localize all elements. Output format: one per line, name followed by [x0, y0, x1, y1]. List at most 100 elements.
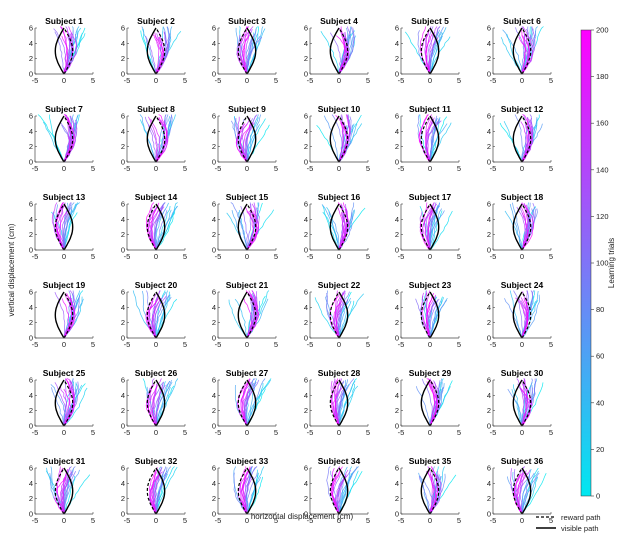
- x-tick-label: 0: [62, 76, 66, 85]
- x-tick-label: 5: [457, 76, 461, 85]
- x-tick-label: 0: [337, 340, 341, 349]
- y-tick-label: 4: [29, 39, 33, 48]
- y-tick-label: 2: [212, 318, 216, 327]
- trajectory-line: [520, 28, 526, 75]
- trajectory-line: [419, 205, 431, 251]
- trajectory-line: [246, 114, 259, 162]
- y-tick-label: 6: [212, 200, 216, 209]
- trajectory-line: [421, 206, 436, 251]
- x-tick-label: -5: [124, 340, 131, 349]
- visible-path: [155, 291, 166, 339]
- panel-title: Subject 2: [137, 16, 175, 26]
- y-tick-label: 0: [304, 158, 308, 167]
- y-tick-label: 6: [212, 376, 216, 385]
- reward-path: [237, 115, 248, 163]
- y-tick-label: 4: [304, 303, 308, 312]
- trajectory-line: [62, 468, 69, 515]
- visible-path: [512, 379, 523, 427]
- trajectory-line: [338, 466, 358, 515]
- x-tick-label: -5: [215, 428, 222, 437]
- trajectory-line: [245, 379, 260, 427]
- y-tick-label: 6: [304, 464, 308, 473]
- trajectory-line: [154, 294, 170, 339]
- y-tick-label: 4: [29, 215, 33, 224]
- x-tick-label: 0: [428, 516, 432, 525]
- trajectory-line: [338, 35, 347, 75]
- y-tick-label: 2: [304, 230, 308, 239]
- x-tick-label: 5: [183, 76, 187, 85]
- trajectory-line: [335, 473, 347, 515]
- y-tick-label: 0: [212, 158, 216, 167]
- y-tick-label: 2: [121, 142, 125, 151]
- trajectory-line: [334, 378, 340, 427]
- x-tick-label: 0: [337, 516, 341, 525]
- y-tick-label: 6: [212, 464, 216, 473]
- legend-visible-path-label: visible path: [561, 524, 599, 533]
- x-tick-label: 5: [91, 340, 95, 349]
- trajectory-line: [338, 121, 344, 163]
- y-tick-label: 0: [212, 334, 216, 343]
- x-tick-label: -5: [124, 76, 131, 85]
- y-tick-label: 2: [304, 318, 308, 327]
- trajectory-line: [241, 466, 251, 515]
- y-tick-label: 4: [487, 479, 491, 488]
- trajectory-line: [338, 27, 355, 75]
- visible-path: [237, 203, 248, 251]
- trajectory-line: [235, 123, 247, 163]
- y-tick-label: 4: [121, 215, 125, 224]
- trajectory-line: [230, 202, 248, 250]
- y-tick-label: 2: [121, 230, 125, 239]
- x-tick-label: 0: [245, 76, 249, 85]
- reward-path: [420, 27, 431, 75]
- visible-path: [512, 115, 523, 163]
- trajectory-line: [326, 466, 340, 515]
- reward-path: [237, 467, 248, 515]
- legend-reward-path-label: reward path: [561, 513, 601, 522]
- x-tick-label: -5: [307, 516, 314, 525]
- reward-path: [155, 115, 166, 163]
- trajectory-line: [151, 469, 162, 515]
- x-tick-label: -5: [215, 340, 222, 349]
- y-tick-label: 4: [487, 39, 491, 48]
- trajectory-line: [51, 202, 65, 251]
- trajectory-line: [511, 389, 523, 427]
- reward-path: [63, 115, 74, 163]
- trajectory-line: [155, 384, 163, 427]
- colorbar-tick-label: 0: [596, 492, 600, 501]
- trajectory-line: [418, 114, 430, 163]
- reward-path: [420, 291, 431, 339]
- trajectory-line: [155, 298, 178, 339]
- x-tick-label: 5: [549, 252, 553, 261]
- x-tick-label: 0: [337, 164, 341, 173]
- panel-title: Subject 12: [501, 104, 544, 114]
- trajectory-line: [426, 378, 436, 427]
- trajectory-line: [522, 298, 528, 339]
- y-tick-label: 6: [304, 288, 308, 297]
- reward-path: [54, 467, 65, 515]
- y-tick-label: 0: [487, 70, 491, 79]
- y-tick-label: 4: [212, 391, 216, 400]
- visible-path: [54, 291, 65, 339]
- x-tick-label: -5: [307, 340, 314, 349]
- colorbar-tick-label: 40: [596, 398, 604, 407]
- reward-path: [63, 27, 74, 75]
- y-tick-label: 4: [212, 39, 216, 48]
- visible-path: [246, 115, 257, 163]
- trajectory-line: [155, 212, 175, 251]
- trajectory-line: [430, 117, 441, 163]
- y-tick-label: 0: [212, 510, 216, 519]
- x-tick-label: 0: [154, 164, 158, 173]
- x-tick-label: 0: [245, 252, 249, 261]
- trajectory-line: [521, 204, 535, 251]
- x-tick-label: 0: [337, 428, 341, 437]
- y-tick-label: 6: [121, 464, 125, 473]
